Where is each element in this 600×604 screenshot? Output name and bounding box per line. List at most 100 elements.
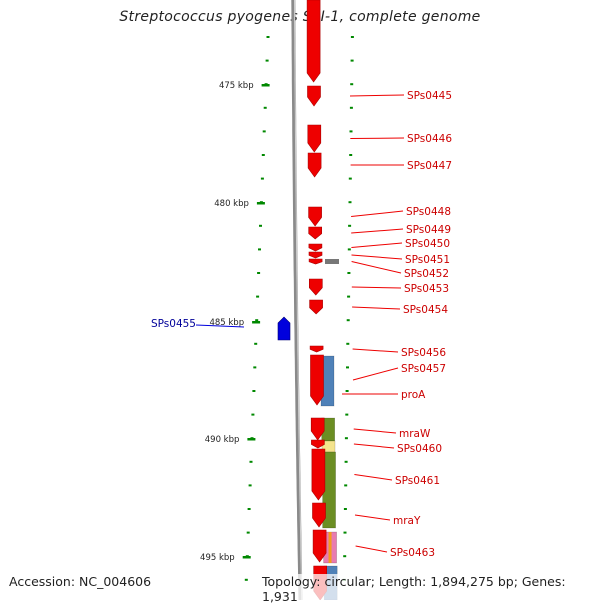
minor-tick [257,272,261,274]
label-leader-SPs0457 [352,367,399,381]
gene-label-SPs0453: SPs0453 [404,283,449,295]
gene-label-SPs0456: SPs0456 [401,347,446,359]
minor-tick [251,413,255,416]
gene-label-proA: proA [401,389,426,401]
gene-label-SPs0455: SPs0455 [151,318,196,330]
label-leader-SPs0456 [352,348,399,353]
label-leader-SPs0451 [351,254,403,260]
minor-tick [350,59,354,62]
major-tick [252,321,261,324]
minor-tick [246,531,250,534]
label-leader-mraW [353,428,397,434]
gene-arrow-SPs0448 [308,206,322,227]
gene-label-SPs0445: SPs0445 [407,90,452,102]
minor-tick [253,366,257,369]
major-tick [242,556,251,559]
minor-tick [346,366,349,369]
gene-label-SPs0448: SPs0448 [406,206,451,218]
minor-tick [346,342,350,345]
minor-tick [347,272,351,274]
minor-tick [247,508,251,510]
minor-tick [348,201,352,204]
label-leader-mraY [354,514,391,521]
gene-labels: SPs0445 SPs0446 SPs0447 SPs0448 SPs0449 SPs04… [151,90,452,559]
minor-tick [260,177,264,180]
gene-arrow-mraW [310,417,325,441]
minor-tick [254,342,258,345]
label-leader-SPs0463 [355,545,388,553]
label-leader-SPs0452 [351,261,402,274]
gene-arrow-SPs0446 [307,124,322,153]
gene-label-SPs0454: SPs0454 [403,304,448,316]
gene-arrow-SPs0460 [311,439,325,449]
major-tick [256,202,265,205]
minor-tick [349,154,353,156]
minor-tick [256,295,260,298]
minor-tick [345,413,349,416]
gene-label-SPs0457: SPs0457 [401,363,446,375]
minor-tick [344,484,348,487]
minor-tick [248,484,252,487]
gene-arrow-SPs0463 [312,529,327,563]
major-tick [261,84,270,87]
minor-tick [350,83,354,86]
gene-label-SPs0452: SPs0452 [404,268,449,280]
gene-arrow-SPs0454 [309,299,323,315]
minor-tick [265,59,269,62]
gene-arrow-offscreen-top [306,0,321,83]
minor-tick [347,248,351,251]
minor-tick [343,531,347,534]
gene-label-SPs0461: SPs0461 [395,475,440,487]
label-leader-SPs0446 [350,137,405,139]
gene-arrow-SPs0452 [308,258,323,265]
gene-label-mraW: mraW [399,428,431,440]
gene-arrow-SPs0457 [310,354,324,406]
minor-tick [259,224,262,227]
minor-tick [255,319,259,322]
gene-label-mraY: mraY [393,515,421,527]
gene-arrow-SPs0450 [308,243,323,252]
map-title: Streptococcus pyogenes SSI-1, complete g… [119,9,481,25]
label-leader-SPs0455 [195,324,245,328]
label-leader-SPs0454 [352,306,401,310]
minor-tick [349,106,353,109]
major-tick [247,438,256,441]
major-tick-label: 475 kbp [219,81,254,91]
gene-arrow-SPs0455 [277,316,291,341]
label-leader-SPs0448 [351,210,404,217]
major-tick-label: 480 kbp [214,199,249,209]
gene-arrow-SPs0451 [308,251,323,259]
gene-arrow-SPs0461 [311,448,326,501]
minor-tick [350,36,354,38]
minor-tick [345,390,349,392]
gene-label-SPs0463: SPs0463 [390,547,435,559]
minor-tick [263,106,267,109]
gene-label-SPs0449: SPs0449 [406,224,451,236]
minor-tick [244,578,248,581]
gene-label-SPs0446: SPs0446 [407,133,452,145]
scale-ticks: 475 kbp 480 kbp 485 kbp 490 kbp 495 kbp [200,36,354,581]
minor-tick [262,130,266,133]
label-leader-SPs0445 [349,94,405,97]
major-tick-label: 495 kbp [200,553,235,563]
label-leader-SPs0450 [351,242,403,248]
minor-tick [252,390,256,392]
minor-tick [343,508,347,510]
genome-summary-text: Topology: circular; Length: 1,894,275 bp… [262,574,600,604]
gene-arrow-SPs0453 [308,278,323,296]
major-tick-label: 485 kbp [209,318,244,328]
label-leader-SPs0461 [354,474,393,481]
gene-label-SPs0460: SPs0460 [397,443,442,455]
minor-tick [258,248,261,251]
label-leader-SPs0449 [351,228,404,234]
genome-backbone [291,0,303,600]
minor-tick [249,460,253,463]
minor-tick [261,154,265,156]
minor-tick [346,319,350,322]
gene-arrow-SPs0449 [308,226,323,240]
gene-label-SPs0447: SPs0447 [407,160,452,172]
minor-tick [349,130,353,133]
backbone-line [291,0,303,600]
minor-tick [348,224,352,227]
